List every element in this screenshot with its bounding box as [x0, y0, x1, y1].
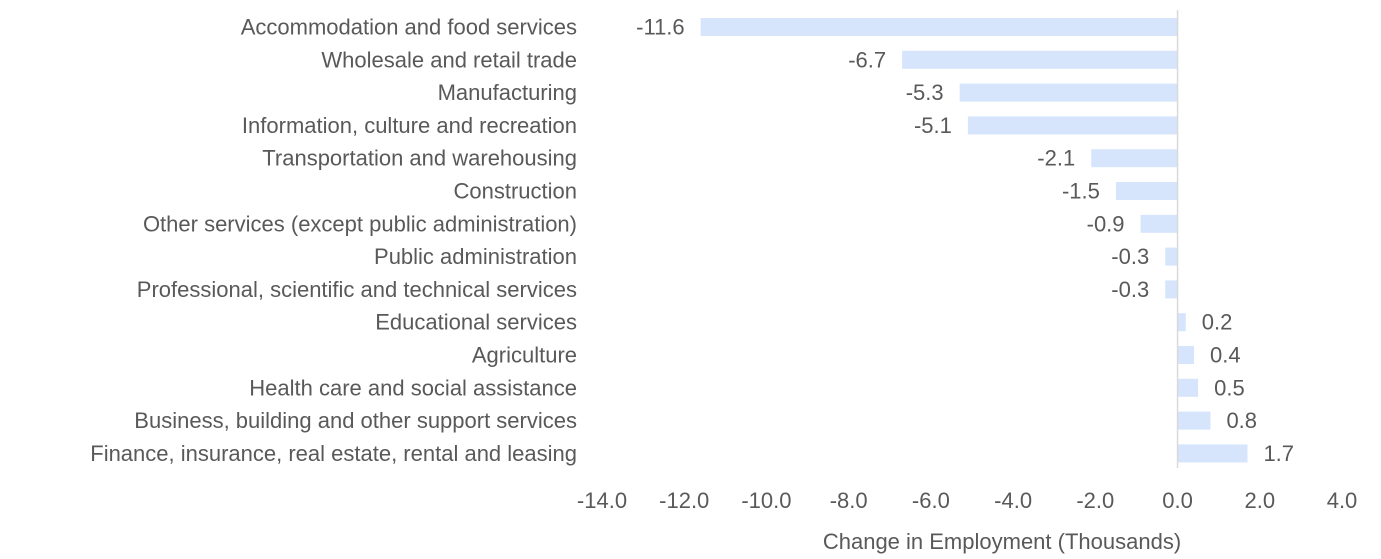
data-label: -0.3: [1111, 277, 1149, 302]
data-label: -2.1: [1037, 146, 1075, 171]
category-label: Manufacturing: [438, 80, 577, 105]
x-tick-label: 0.0: [1162, 488, 1193, 513]
bar: [1165, 247, 1178, 266]
bar: [1177, 378, 1199, 397]
bar: [1177, 444, 1248, 463]
category-label: Professional, scientific and technical s…: [137, 277, 577, 302]
data-label: -5.1: [914, 113, 952, 138]
category-label: Finance, insurance, real estate, rental …: [90, 441, 577, 466]
bar: [1091, 149, 1178, 168]
bar: [700, 18, 1178, 36]
bar: [902, 50, 1178, 69]
bar: [1115, 182, 1178, 200]
data-label: 0.8: [1226, 408, 1257, 433]
bar: [1177, 313, 1186, 332]
x-tick-label: -8.0: [830, 488, 868, 513]
category-label: Transportation and warehousing: [262, 146, 577, 171]
x-tick-label: -6.0: [912, 488, 950, 513]
category-label: Health care and social assistance: [249, 375, 577, 400]
category-label: Information, culture and recreation: [242, 113, 577, 138]
data-label: -11.6: [636, 15, 685, 40]
bar: [1177, 411, 1211, 430]
data-label: 0.5: [1214, 375, 1245, 400]
data-label: -0.3: [1111, 244, 1149, 269]
x-tick-label: -2.0: [1076, 488, 1114, 513]
x-tick-label: -12.0: [659, 488, 709, 513]
data-label: -1.5: [1062, 179, 1100, 204]
bar: [1177, 346, 1194, 364]
x-tick-label: 4.0: [1327, 488, 1358, 513]
data-label: -0.9: [1087, 211, 1125, 236]
category-label: Wholesale and retail trade: [321, 47, 577, 72]
data-label: -6.7: [848, 47, 886, 72]
category-label: Business, building and other support ser…: [134, 408, 577, 433]
category-label: Construction: [453, 179, 577, 204]
bar: [1165, 280, 1178, 299]
value-labels: -11.6 -6.7 -5.3 -5.1 -2.1 -1.5 -0.9 -0.3 -0.3 0.2…: [636, 15, 1294, 466]
data-label: 0.4: [1210, 343, 1241, 368]
category-label: Agriculture: [472, 343, 577, 368]
bar: [959, 83, 1178, 102]
x-axis-tick-labels: -14.0 -12.0 -10.0 -8.0 -6.0 -4.0 -2.0 0.0 2.0 4.0: [577, 488, 1357, 513]
data-label: 0.2: [1202, 310, 1233, 335]
x-tick-label: -14.0: [577, 488, 627, 513]
category-label: Educational services: [375, 310, 577, 335]
bars-layer: [700, 18, 1248, 463]
category-label: Accommodation and food services: [241, 15, 577, 40]
bar: [1140, 214, 1178, 233]
category-label: Other services (except public administra…: [143, 211, 577, 236]
data-label: 1.7: [1263, 441, 1294, 466]
data-label: -5.3: [906, 80, 944, 105]
x-tick-label: -4.0: [994, 488, 1032, 513]
category-label: Public administration: [374, 244, 577, 269]
x-axis-title: Change in Employment (Thousands): [823, 529, 1181, 554]
category-labels: Accommodation and food services Wholesale…: [90, 15, 577, 466]
bar: [967, 116, 1178, 135]
x-tick-label: 2.0: [1244, 488, 1275, 513]
x-tick-label: -10.0: [741, 488, 791, 513]
